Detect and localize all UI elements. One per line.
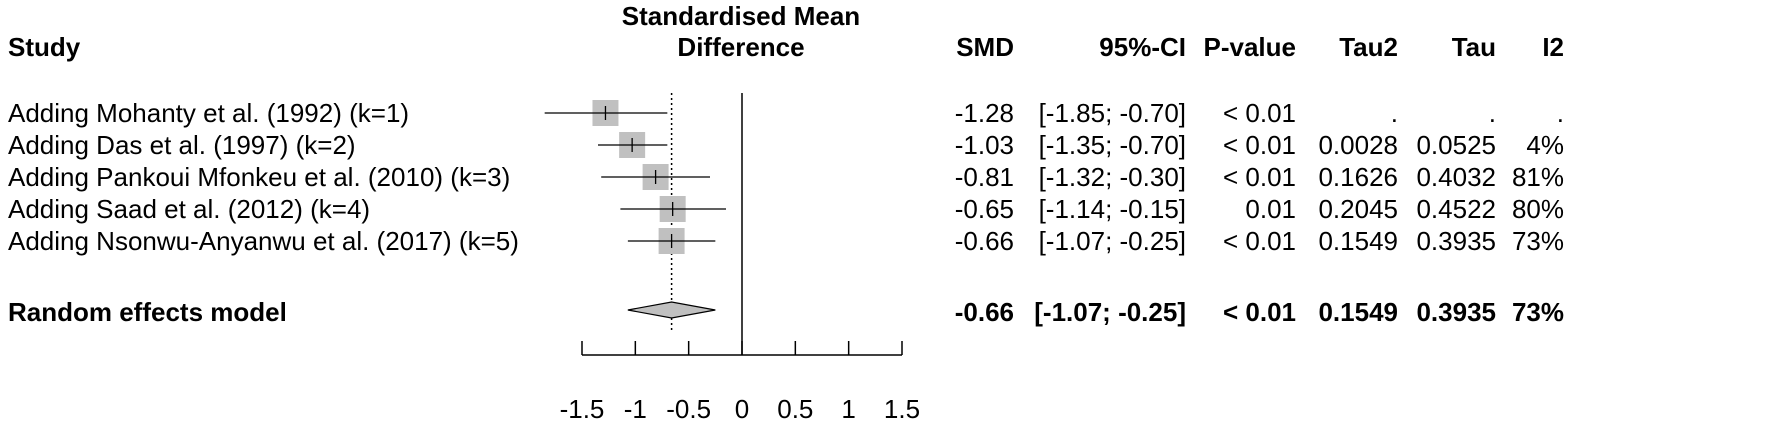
x-tick-label: 1 [841,394,855,424]
ci-value: [-1.35; -0.70] [1038,130,1186,160]
study-label: Adding Mohanty et al. (1992) (k=1) [8,98,410,128]
smd-value: -0.65 [954,194,1014,224]
summary-diamond [627,301,716,319]
smd-value: -0.81 [954,162,1014,192]
summary-tau: 0.3935 [1416,297,1496,327]
p-value: 0.01 [1245,194,1296,224]
ci-value: [-1.07; -0.25] [1038,226,1186,256]
header-tau2: Tau2 [1339,32,1398,62]
smd-value: -1.03 [954,130,1014,160]
p-value: < 0.01 [1222,162,1296,192]
ci-value: [-1.32; -0.30] [1038,162,1186,192]
summary-label: Random effects model [8,297,287,327]
i2-value: . [1556,98,1564,128]
study-label: Adding Nsonwu-Anyanwu et al. (2017) (k=5… [8,226,519,256]
summary-smd: -0.66 [954,297,1014,327]
header-tau: Tau [1451,32,1496,62]
summary-tau2: 0.1549 [1318,297,1398,327]
tau2-value: 0.2045 [1318,194,1398,224]
p-value: < 0.01 [1222,130,1296,160]
p-value: < 0.01 [1222,226,1296,256]
tau-value: 0.4032 [1416,162,1496,192]
header-i2: I2 [1542,32,1564,62]
i2-value: 73% [1511,226,1564,256]
smd-value: -1.28 [954,98,1014,128]
header-pvalue: P-value [1203,32,1297,62]
header-smd: SMD [956,32,1014,62]
x-tick-label: -0.5 [666,394,711,424]
x-tick-label: 0 [735,394,749,424]
i2-value: 80% [1511,194,1564,224]
tau2-value: 0.1549 [1318,226,1398,256]
summary-ci: [-1.07; -0.25] [1034,297,1186,327]
header-effect-line2: Difference [677,32,805,62]
i2-value: 81% [1511,162,1564,192]
tau2-value: . [1390,98,1398,128]
summary-p: < 0.01 [1222,297,1296,327]
study-label: Adding Pankoui Mfonkeu et al. (2010) (k=… [8,162,511,192]
i2-value: 4% [1526,130,1564,160]
x-tick-label: 1.5 [884,394,920,424]
smd-value: -0.66 [954,226,1014,256]
x-tick-label: -1.5 [560,394,605,424]
p-value: < 0.01 [1222,98,1296,128]
tau-value: . [1488,98,1496,128]
study-label: Adding Das et al. (1997) (k=2) [8,130,356,160]
ci-value: [-1.14; -0.15] [1038,194,1186,224]
tau-value: 0.3935 [1416,226,1496,256]
tau-value: 0.4522 [1416,194,1496,224]
ci-value: [-1.85; -0.70] [1038,98,1186,128]
x-tick-label: -1 [624,394,647,424]
x-tick-label: 0.5 [777,394,813,424]
summary-i2: 73% [1511,297,1564,327]
tau2-value: 0.0028 [1318,130,1398,160]
tau2-value: 0.1626 [1318,162,1398,192]
study-label: Adding Saad et al. (2012) (k=4) [8,194,371,224]
tau-value: 0.0525 [1416,130,1496,160]
header-ci: 95%-CI [1099,32,1186,62]
header-study: Study [8,32,81,62]
header-effect-line1: Standardised Mean [621,1,861,31]
